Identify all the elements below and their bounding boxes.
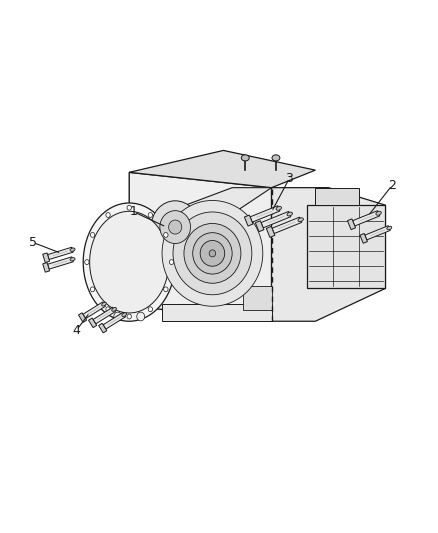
Ellipse shape bbox=[164, 232, 168, 237]
Ellipse shape bbox=[170, 260, 174, 264]
Ellipse shape bbox=[85, 260, 89, 264]
Ellipse shape bbox=[276, 206, 282, 211]
Polygon shape bbox=[162, 304, 272, 321]
Ellipse shape bbox=[70, 257, 75, 261]
Polygon shape bbox=[48, 247, 73, 260]
Ellipse shape bbox=[106, 213, 110, 217]
Polygon shape bbox=[307, 205, 385, 288]
Polygon shape bbox=[315, 188, 359, 205]
Text: 1: 1 bbox=[130, 205, 138, 218]
Polygon shape bbox=[43, 263, 49, 272]
Polygon shape bbox=[255, 221, 264, 232]
Ellipse shape bbox=[184, 223, 241, 283]
Text: 2: 2 bbox=[388, 179, 396, 192]
Ellipse shape bbox=[106, 307, 110, 312]
Ellipse shape bbox=[376, 212, 381, 215]
Ellipse shape bbox=[162, 200, 263, 306]
Ellipse shape bbox=[70, 248, 75, 251]
Polygon shape bbox=[244, 215, 253, 226]
Polygon shape bbox=[83, 302, 106, 319]
Ellipse shape bbox=[114, 312, 122, 321]
Ellipse shape bbox=[151, 201, 199, 253]
Polygon shape bbox=[266, 227, 275, 237]
Ellipse shape bbox=[148, 307, 152, 312]
Text: 5: 5 bbox=[29, 236, 37, 249]
Polygon shape bbox=[93, 307, 116, 324]
Ellipse shape bbox=[173, 212, 252, 295]
Text: 4: 4 bbox=[73, 324, 81, 336]
Polygon shape bbox=[103, 312, 126, 329]
Polygon shape bbox=[272, 217, 302, 233]
Ellipse shape bbox=[127, 205, 131, 210]
Ellipse shape bbox=[164, 287, 168, 292]
Ellipse shape bbox=[241, 155, 249, 161]
Ellipse shape bbox=[193, 233, 232, 274]
Polygon shape bbox=[250, 206, 280, 222]
Ellipse shape bbox=[169, 220, 182, 234]
Ellipse shape bbox=[160, 211, 191, 244]
Polygon shape bbox=[129, 172, 272, 321]
Polygon shape bbox=[140, 293, 324, 319]
Polygon shape bbox=[129, 150, 315, 188]
Ellipse shape bbox=[298, 218, 304, 222]
Polygon shape bbox=[43, 253, 49, 263]
Ellipse shape bbox=[112, 308, 117, 311]
Ellipse shape bbox=[90, 211, 169, 313]
Polygon shape bbox=[365, 225, 390, 240]
Polygon shape bbox=[360, 233, 367, 243]
Ellipse shape bbox=[83, 203, 175, 321]
Ellipse shape bbox=[287, 212, 293, 216]
Ellipse shape bbox=[90, 287, 95, 292]
Ellipse shape bbox=[122, 313, 127, 317]
Polygon shape bbox=[261, 212, 291, 228]
Ellipse shape bbox=[209, 250, 216, 257]
Ellipse shape bbox=[90, 232, 95, 237]
Polygon shape bbox=[88, 318, 97, 328]
Ellipse shape bbox=[137, 312, 145, 321]
Polygon shape bbox=[99, 324, 107, 333]
Ellipse shape bbox=[127, 314, 131, 319]
Ellipse shape bbox=[102, 302, 106, 306]
Polygon shape bbox=[78, 313, 87, 322]
Ellipse shape bbox=[272, 155, 280, 161]
Polygon shape bbox=[272, 188, 385, 321]
Text: 3: 3 bbox=[285, 172, 293, 185]
Polygon shape bbox=[48, 257, 73, 269]
Polygon shape bbox=[162, 188, 272, 214]
Ellipse shape bbox=[200, 240, 225, 266]
Polygon shape bbox=[353, 211, 380, 226]
Ellipse shape bbox=[387, 227, 392, 230]
Polygon shape bbox=[243, 286, 272, 310]
Polygon shape bbox=[347, 219, 356, 230]
Ellipse shape bbox=[148, 213, 152, 217]
